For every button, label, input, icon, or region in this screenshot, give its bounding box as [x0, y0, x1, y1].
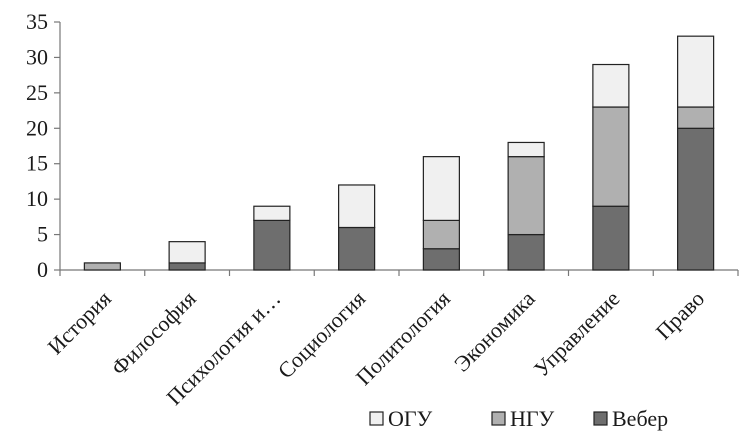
bar-segment-ОГУ [592, 63, 630, 108]
bar-segment-ОГУ [422, 156, 460, 221]
bars [83, 35, 715, 271]
y-tick-label: 15 [26, 151, 48, 176]
bar-segment-Вебер [507, 233, 545, 271]
bar-segment-НГУ [83, 262, 121, 271]
bar-segment-Вебер [338, 226, 376, 271]
legend: ОГУ НГУ Вебер [369, 406, 668, 431]
bar-segment-Вебер [677, 127, 715, 271]
bar-segment-Вебер [592, 205, 630, 271]
bar-segment-НГУ [422, 219, 460, 250]
y-tick-label: 25 [26, 80, 48, 105]
y-tick-label: 30 [26, 44, 48, 69]
category-label: Управление [529, 286, 625, 382]
bar-segment-Вебер [168, 262, 206, 271]
category-label: История [42, 286, 115, 359]
bar-segment-НГУ [592, 106, 630, 207]
bar-segment-ОГУ [677, 35, 715, 108]
y-tick-label: 10 [26, 186, 48, 211]
bar-segment-Вебер [422, 248, 460, 271]
legend-label: НГУ [510, 406, 555, 431]
bar-segment-ОГУ [168, 241, 206, 264]
y-tick-label: 0 [37, 257, 48, 282]
category-label: Экономика [449, 286, 540, 377]
legend-swatch [369, 411, 384, 426]
y-tick-label: 5 [37, 222, 48, 247]
category-label: Право [651, 286, 710, 345]
y-tick-label: 20 [26, 115, 48, 140]
legend-label: ОГУ [388, 406, 433, 431]
axes: 0 5 10 15 20 25 30 35 [26, 9, 739, 282]
legend-label: Вебер [612, 406, 668, 431]
bar-segment-Вебер [253, 219, 291, 271]
legend-swatch [491, 411, 506, 426]
bar-segment-ОГУ [338, 184, 376, 229]
bar-segment-НГУ [507, 156, 545, 236]
bar-segment-ОГУ [507, 141, 545, 158]
bar-segment-ОГУ [253, 205, 291, 222]
legend-swatch [593, 411, 608, 426]
y-tick-label: 35 [26, 9, 48, 34]
bar-segment-НГУ [677, 106, 715, 129]
